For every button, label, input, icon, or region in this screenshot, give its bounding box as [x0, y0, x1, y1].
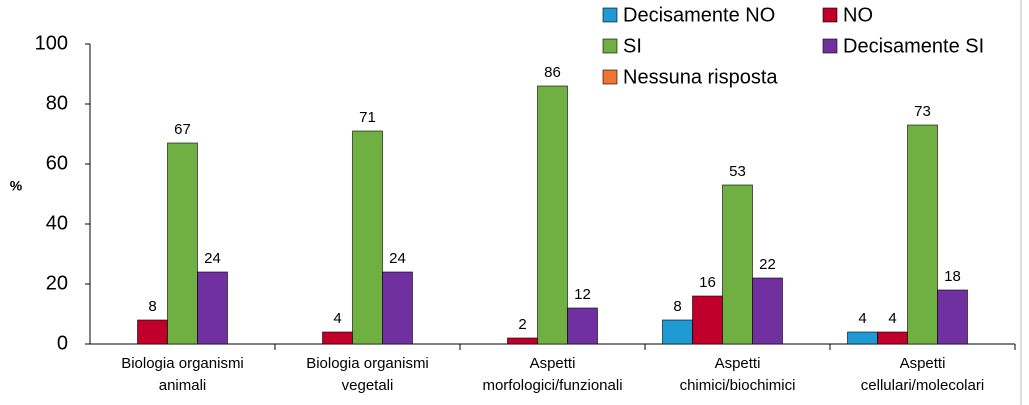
bar: [907, 124, 938, 345]
data-label: 4: [858, 310, 866, 327]
data-label: 8: [148, 298, 156, 315]
bar: [382, 271, 413, 345]
bar: [722, 184, 753, 345]
x-tick-label: Aspetti: [530, 355, 576, 372]
bar: [752, 277, 783, 345]
legend-label: Decisamente SI: [843, 35, 984, 57]
bar: [692, 295, 723, 345]
legend-swatch: [602, 38, 618, 54]
data-label: 16: [699, 274, 716, 291]
y-tick-label: 40: [46, 212, 68, 234]
y-tick-label: 60: [46, 152, 68, 174]
legend-swatch: [822, 38, 838, 54]
data-label: 53: [729, 163, 746, 180]
bar: [567, 307, 598, 345]
x-tick-label: vegetali: [342, 377, 394, 394]
legend-label: Decisamente NO: [623, 4, 775, 26]
data-label: 4: [888, 310, 896, 327]
data-label: 4: [333, 310, 341, 327]
bar: [352, 130, 383, 345]
legend-label: NO: [843, 4, 873, 26]
data-label: 71: [359, 109, 376, 126]
bar: [877, 331, 908, 345]
x-tick-label: Aspetti: [900, 355, 946, 372]
y-tick-label: 80: [46, 92, 68, 114]
legend-label: SI: [623, 35, 642, 57]
bar: [507, 337, 538, 345]
legend-swatch: [822, 7, 838, 23]
data-label: 24: [389, 250, 406, 267]
bar: [322, 331, 353, 345]
bar: [197, 271, 228, 345]
data-label: 18: [944, 268, 961, 285]
data-label: 12: [574, 286, 591, 303]
data-label: 24: [204, 250, 221, 267]
data-label: 2: [518, 316, 526, 333]
x-tick-label: chimici/biochimici: [680, 377, 796, 394]
x-tick-label: Biologia organismi: [306, 355, 429, 372]
data-label: 86: [544, 64, 561, 81]
y-tick-label: 100: [35, 32, 68, 54]
y-axis-label: %: [10, 178, 23, 194]
data-label: 67: [174, 121, 191, 138]
x-tick-label: Biologia organismi: [121, 355, 244, 372]
bar: [167, 142, 198, 345]
x-tick-label: morfologici/funzionali: [482, 377, 622, 394]
bar: [662, 319, 693, 345]
data-label: 73: [914, 103, 931, 120]
legend-label: Nessuna risposta: [623, 66, 778, 88]
x-tick-label: animali: [159, 377, 207, 394]
x-tick-label: Aspetti: [715, 355, 761, 372]
x-tick-label: cellulari/molecolari: [861, 377, 984, 394]
y-tick-label: 20: [46, 272, 68, 294]
bar: [937, 289, 968, 345]
legend-swatch: [602, 7, 618, 23]
bar: [847, 331, 878, 345]
bar: [537, 85, 568, 345]
bar: [137, 319, 168, 345]
data-label: 22: [759, 256, 776, 273]
legend-swatch: [602, 69, 618, 85]
y-tick-label: 0: [57, 332, 68, 354]
data-label: 8: [673, 298, 681, 315]
